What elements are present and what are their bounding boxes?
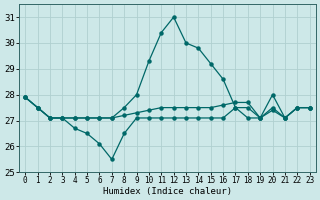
X-axis label: Humidex (Indice chaleur): Humidex (Indice chaleur) (103, 187, 232, 196)
